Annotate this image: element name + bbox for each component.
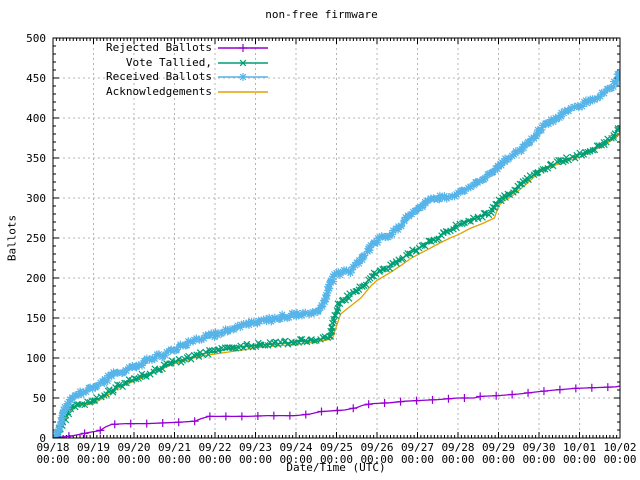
- x-tick-label-date: 09/27: [401, 441, 434, 454]
- x-tick-label-time: 00:00: [117, 453, 150, 466]
- legend: Rejected Ballots Vote Tallied, Received Ba…: [56, 41, 271, 99]
- legend-sample-line: [218, 44, 268, 53]
- x-tick-label-date: 09/21: [158, 441, 191, 454]
- y-tick-label: 350: [26, 152, 46, 165]
- legend-sample-line: [218, 59, 268, 67]
- y-tick-label: 100: [26, 352, 46, 365]
- y-tick-label: 0: [39, 432, 46, 445]
- chart-title: non-free firmware: [265, 8, 378, 21]
- legend-label: Acknowledgements: [106, 85, 212, 99]
- x-tick-label-time: 00:00: [563, 453, 596, 466]
- y-tick-label: 500: [26, 32, 46, 45]
- legend-item-acknowledgements: Acknowledgements: [56, 85, 271, 100]
- x-tick-label-time: 00:00: [401, 453, 434, 466]
- x-tick-label-date: 09/22: [198, 441, 231, 454]
- y-tick-label: 300: [26, 192, 46, 205]
- y-tick-label: 400: [26, 112, 46, 125]
- series-markers-rejected-ballots: [53, 383, 612, 438]
- x-tick-label-date: 09/19: [77, 441, 110, 454]
- legend-sample-line: [218, 91, 268, 93]
- legend-label: Vote Tallied,: [125, 55, 212, 69]
- y-tick-label: 450: [26, 72, 46, 85]
- x-tick-label-date: 09/26: [360, 441, 393, 454]
- x-tick-label-time: 00:00: [522, 453, 555, 466]
- x-tick-label-date: 09/18: [36, 441, 69, 454]
- legend-label: Rejected Ballots: [106, 41, 212, 55]
- x-tick-label-time: 00:00: [77, 453, 110, 466]
- x-tick-label-time: 00:00: [603, 453, 636, 466]
- legend-sample-line: [218, 73, 268, 82]
- series-markers-vote-tallied: [53, 124, 620, 438]
- x-tick-label-date: 09/24: [279, 441, 312, 454]
- x-tick-label-date: 10/01: [563, 441, 596, 454]
- x-tick-label-date: 09/23: [239, 441, 272, 454]
- legend-item-rejected-ballots: Rejected Ballots: [56, 41, 271, 56]
- x-tick-label-date: 10/02: [603, 441, 636, 454]
- x-tick-label-time: 00:00: [441, 453, 474, 466]
- x-tick-label-time: 00:00: [198, 453, 231, 466]
- x-tick-label-date: 09/28: [441, 441, 474, 454]
- y-tick-label: 250: [26, 232, 46, 245]
- x-tick-label-time: 00:00: [158, 453, 191, 466]
- x-tick-label-time: 00:00: [320, 453, 353, 466]
- y-tick-label: 150: [26, 312, 46, 325]
- plot-border: [52, 37, 621, 439]
- legend-item-vote-tallied: Vote Tallied,: [56, 56, 271, 71]
- x-tick-label-time: 00:00: [360, 453, 393, 466]
- x-tick-label-date: 09/30: [522, 441, 555, 454]
- x-tick-label-date: 09/20: [117, 441, 150, 454]
- x-tick-label-date: 09/25: [320, 441, 353, 454]
- x-tick-label-time: 00:00: [36, 453, 69, 466]
- x-tick-label-time: 00:00: [239, 453, 272, 466]
- x-tick-label-date: 09/29: [482, 441, 515, 454]
- y-tick-label: 50: [33, 392, 46, 405]
- series-markers-received-ballots: [53, 69, 620, 438]
- x-tick-label-time: 00:00: [482, 453, 515, 466]
- x-tick-label-time: 00:00: [279, 453, 312, 466]
- y-tick-label: 200: [26, 272, 46, 285]
- legend-item-received-ballots: Received Ballots: [56, 70, 271, 85]
- x-axis-label: Date/Time (UTC): [286, 461, 386, 474]
- legend-label: Received Ballots: [106, 70, 212, 84]
